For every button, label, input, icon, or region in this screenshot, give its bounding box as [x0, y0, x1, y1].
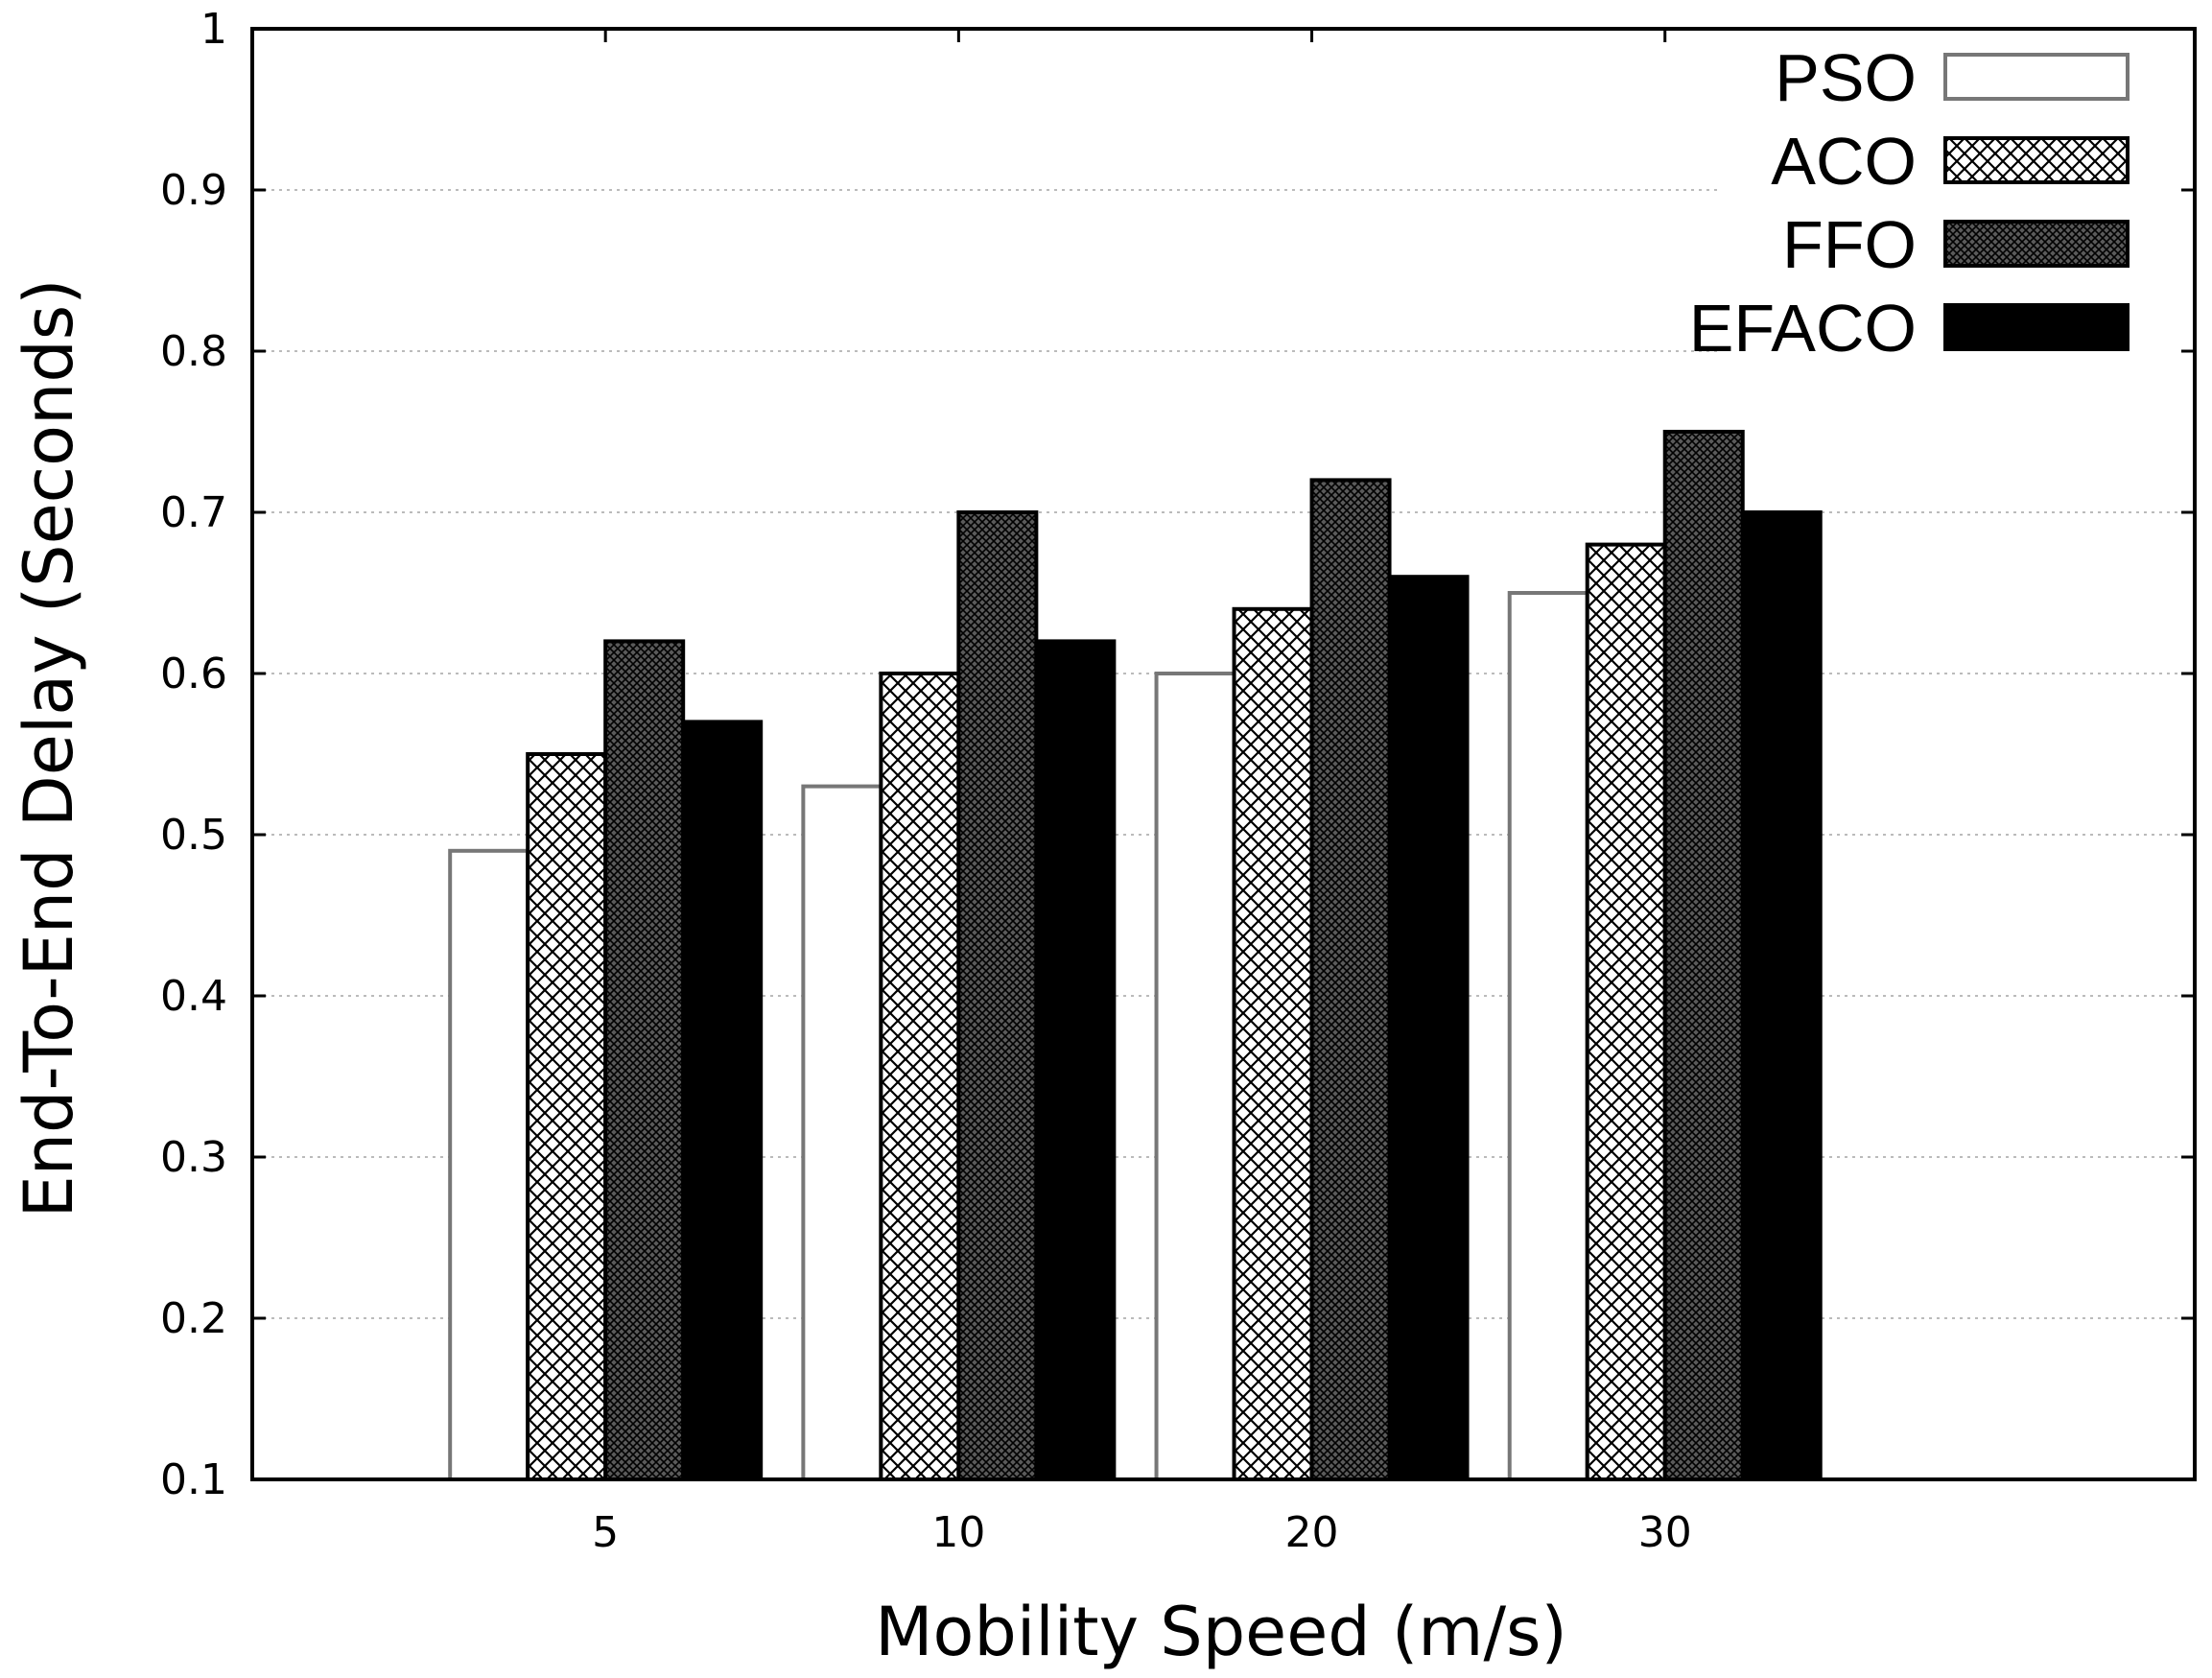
bar-ffo-5 [603, 639, 686, 1481]
legend-swatch-aco [1943, 136, 2130, 184]
plot-frame [250, 27, 2197, 1481]
x-tick-label: 20 [1285, 1508, 1339, 1557]
axes [250, 27, 2197, 1481]
x-tick-label: 30 [1638, 1508, 1692, 1557]
y-tick-label: 1 [200, 5, 227, 54]
bar-pso-20 [1154, 672, 1236, 1481]
legend-label-ffo: FFO [1782, 207, 1917, 282]
legend-swatch-efaco [1943, 303, 2130, 351]
bar-aco-30 [1585, 542, 1667, 1481]
bars [448, 430, 1823, 1481]
y-tick-label: 0.5 [160, 811, 227, 860]
y-tick-label: 0.1 [160, 1455, 227, 1504]
tick-labels: 0.1 0.2 0.3 0.4 0.5 0.6 0.7 0.8 0.9 1 5 10 20 30 [160, 5, 1692, 1557]
legend-swatch-ffo [1943, 220, 2130, 268]
bar-efaco-5 [681, 720, 764, 1481]
y-tick-label: 0.9 [160, 166, 227, 215]
legend-label-pso: PSO [1775, 40, 1917, 115]
x-tick-label: 5 [592, 1508, 619, 1557]
legend: PSO ACO FFO EFACO [1689, 40, 2130, 366]
y-axis-label: End-To-End Delay (Seconds) [10, 278, 88, 1217]
y-tick-label: 0.8 [160, 327, 227, 376]
bar-pso-30 [1507, 591, 1589, 1481]
y-tick-label: 0.6 [160, 650, 227, 698]
x-axis-label: Mobility Speed (m/s) [875, 1593, 1567, 1671]
bar-ffo-20 [1309, 478, 1392, 1481]
y-tick-label: 0.7 [160, 488, 227, 537]
legend-swatch-pso [1943, 53, 2130, 101]
bar-aco-10 [879, 672, 961, 1481]
bar-aco-5 [526, 752, 608, 1481]
x-tick-label: 10 [931, 1508, 985, 1557]
bar-efaco-30 [1740, 510, 1823, 1481]
legend-label-efaco: EFACO [1689, 291, 1917, 366]
y-tick-label: 0.3 [160, 1133, 227, 1182]
bar-pso-10 [801, 784, 883, 1481]
legend-label-aco: ACO [1771, 124, 1917, 199]
bar-pso-5 [448, 848, 530, 1481]
bar-ffo-10 [956, 510, 1039, 1481]
bar-efaco-20 [1387, 575, 1470, 1481]
bar-efaco-10 [1034, 639, 1117, 1481]
bar-aco-20 [1232, 606, 1314, 1481]
y-tick-label: 0.4 [160, 972, 227, 1021]
bar-ffo-30 [1662, 430, 1745, 1481]
y-tick-label: 0.2 [160, 1294, 227, 1343]
